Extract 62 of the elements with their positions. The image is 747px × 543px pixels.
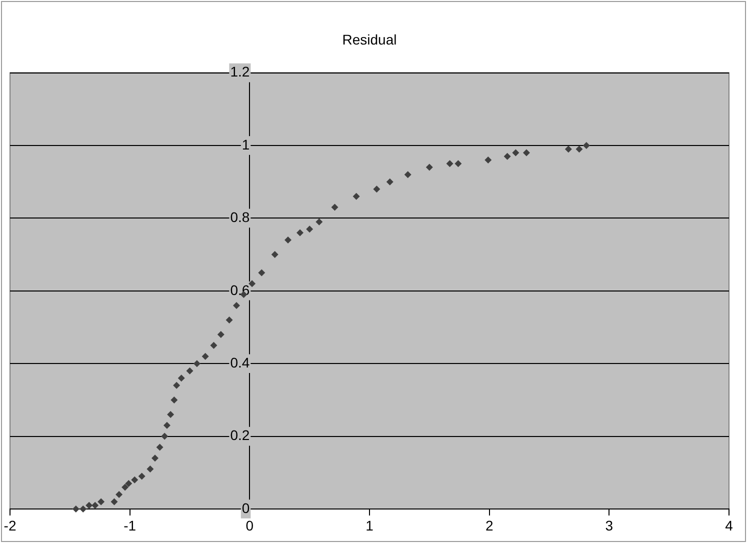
point — [138, 472, 146, 480]
y-tick-label: 0.2 — [230, 427, 250, 444]
point — [484, 156, 492, 164]
point — [426, 164, 433, 171]
y-tick-label: 0.4 — [230, 354, 250, 370]
point — [306, 226, 314, 233]
point — [564, 146, 572, 153]
point — [161, 432, 168, 440]
point — [167, 410, 174, 418]
point — [504, 152, 511, 160]
point — [386, 178, 394, 186]
x-tick-label: -2 — [4, 517, 16, 534]
point — [122, 484, 129, 491]
point — [170, 396, 178, 404]
point — [522, 149, 530, 156]
point — [152, 454, 158, 462]
point — [72, 506, 80, 512]
point — [331, 204, 338, 211]
point — [202, 352, 209, 360]
x-tick-label: 1 — [366, 517, 374, 534]
point — [156, 444, 164, 451]
point — [248, 280, 256, 288]
point — [232, 302, 240, 309]
x-tick-label: 2 — [485, 517, 494, 534]
y-tick-label: 1.2 — [230, 64, 250, 80]
y-tick-label: 0.8 — [230, 209, 250, 226]
x-tick-label: 4 — [725, 517, 734, 534]
point — [178, 374, 185, 382]
point — [454, 160, 462, 168]
point — [217, 331, 224, 338]
point — [373, 186, 380, 193]
point — [98, 498, 105, 506]
point — [125, 480, 132, 488]
point — [186, 367, 194, 374]
point — [131, 476, 138, 484]
point — [226, 316, 233, 324]
point — [173, 382, 180, 389]
y-tick-label: 1 — [242, 136, 250, 152]
point — [284, 236, 292, 244]
point — [582, 142, 590, 149]
point — [110, 498, 118, 506]
point — [296, 229, 304, 236]
point — [92, 502, 99, 509]
chart-title: Residual — [342, 31, 397, 48]
point — [163, 422, 170, 429]
point — [316, 218, 323, 226]
point — [116, 490, 123, 498]
point — [86, 502, 93, 509]
point — [210, 342, 218, 349]
y-tick-label: 0 — [242, 500, 250, 516]
x-tick-label: -1 — [124, 517, 136, 534]
point — [193, 360, 200, 368]
point — [446, 160, 454, 168]
point — [512, 149, 520, 156]
point — [404, 171, 412, 178]
point — [258, 269, 266, 276]
point — [271, 251, 278, 258]
x-tick-label: 3 — [605, 517, 614, 534]
point — [146, 466, 154, 473]
point — [576, 146, 583, 153]
point — [352, 192, 360, 200]
point — [80, 506, 87, 512]
